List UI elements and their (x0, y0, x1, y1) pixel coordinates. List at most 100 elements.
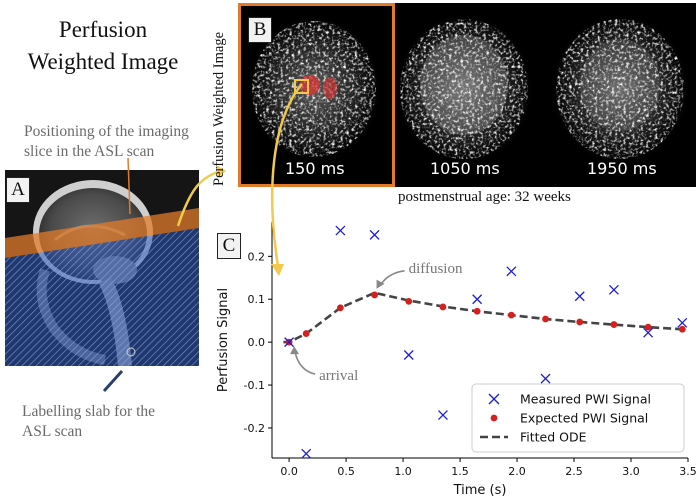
expected-point (439, 303, 447, 311)
pwi-frame-2 (396, 15, 532, 163)
measured-cross-b (301, 448, 312, 459)
panel-a-label: A (6, 177, 30, 203)
age-caption: postmenstrual age: 32 weeks (398, 189, 571, 205)
y-tick-label: 0.0 (248, 336, 266, 349)
arrival-annotation: arrival (319, 368, 358, 384)
slab-note-line-1: Labelling slab for the (22, 403, 155, 420)
expected-point (336, 304, 344, 312)
expected-point (302, 330, 310, 337)
chart-ticks: 0.0 0.5 1.0 1.5 2.0 2.5 3.0 3.5 -0.2 -0.1 0.0 0.1 0.… (244, 250, 697, 478)
measured-cross-b (506, 266, 517, 277)
x-tick-label: 0.5 (337, 465, 355, 478)
measured-cross-b (472, 294, 483, 305)
expected-point (405, 297, 413, 305)
a-to-b-arrow (176, 166, 226, 227)
slab-note: Labelling slab for the ASL scan (22, 402, 155, 442)
measured-point (301, 448, 312, 459)
imaging-slice-band (5, 208, 199, 258)
measured-point (608, 284, 619, 295)
legend-entry: Expected PWI Signal (520, 411, 648, 426)
x-tick-label: 0.0 (280, 465, 298, 478)
measured-point (643, 327, 654, 338)
pwi-axis-label: Perfusion Weighted Image (211, 32, 227, 186)
roi-to-chart-arrow (271, 83, 303, 276)
measured-point (335, 225, 346, 236)
measured-cross-b (403, 350, 414, 360)
perfusion-chart: Time (s) Perfusion Signal 0.0 0.5 1.0 1.5 2.0… (216, 222, 697, 498)
lesion-red-2 (323, 77, 337, 99)
measured-cross-b (643, 327, 654, 338)
measured-cross-b (608, 284, 619, 295)
diffusion-annotation: diffusion (409, 261, 463, 277)
diffusion-arrowhead (376, 279, 385, 289)
y-tick-label: -0.1 (244, 379, 265, 392)
measured-point (472, 294, 483, 305)
measured-cross-b (335, 225, 346, 236)
expected-point (371, 291, 378, 299)
pwi-time-1: 150 ms (285, 159, 345, 178)
measured-point (284, 337, 295, 348)
panel-c-label: C (217, 233, 241, 259)
arrival-arrowhead (290, 346, 300, 355)
slab-note-line-2: ASL scan (22, 423, 83, 440)
chart-legend: Measured PWI Signal Expected PWI Signal Fi… (471, 383, 685, 453)
y-tick-label: 0.1 (248, 293, 266, 306)
measured-point (574, 291, 585, 302)
pwi-time-3: 1950 ms (587, 159, 657, 178)
expected-point (473, 307, 481, 315)
measured-point (677, 317, 688, 328)
x-tick-label: 2.5 (565, 465, 583, 478)
expected-point (610, 321, 618, 328)
figure-title: Perfusion Weighted Image (18, 14, 188, 78)
measured-point (506, 266, 517, 277)
measured-cross-b (369, 229, 380, 240)
expected-point (542, 315, 549, 323)
legend-dot (490, 414, 498, 422)
measured-point (540, 373, 551, 384)
arrival-arrow (294, 351, 316, 375)
slice-pointer (127, 158, 131, 215)
fitted-ode-line (283, 291, 683, 344)
highlight-frame (238, 3, 395, 187)
roi-box (294, 79, 309, 94)
x-tick-label: 2.0 (508, 465, 526, 478)
marker-circle (126, 347, 136, 357)
x-tick-label: 1.0 (394, 465, 412, 478)
chart-marks (283, 225, 688, 459)
x-axis-label: Time (s) (453, 483, 507, 498)
measured-cross-b (540, 373, 551, 384)
pwi-frame-3 (552, 15, 688, 163)
measured-point (437, 410, 448, 421)
mri-sagittal-panel (5, 170, 199, 366)
pwi-time-2: 1050 ms (430, 159, 500, 178)
expected-point (507, 311, 515, 319)
slice-note-line-1: Positioning of the imaging (24, 123, 189, 140)
expected-point (644, 323, 652, 331)
y-tick-label: -0.2 (244, 422, 265, 435)
title-line-2: Weighted Image (27, 49, 179, 74)
expected-point (576, 318, 584, 326)
measured-cross-b (284, 337, 295, 348)
legend-entry: Fitted ODE (520, 430, 587, 445)
diffusion-arrow (379, 270, 405, 286)
slice-positioning-note: Positioning of the imaging slice in the … (24, 122, 189, 162)
legend-box (471, 383, 685, 453)
panel-b-label: B (248, 17, 272, 43)
measured-cross-b (677, 317, 688, 328)
y-axis-label: Perfusion Signal (216, 288, 231, 392)
legend-entry: Measured PWI Signal (520, 392, 651, 407)
chart-annotations: diffusion arrival (290, 261, 463, 384)
y-tick-label: 0.2 (248, 250, 266, 263)
x-tick-label: 1.5 (451, 465, 469, 478)
title-line-1: Perfusion (58, 17, 148, 42)
measured-cross-b (437, 410, 448, 421)
slab-pointer (102, 369, 124, 393)
measured-point (369, 229, 380, 240)
x-tick-label: 3.5 (679, 465, 697, 478)
labelling-slab-hatch (5, 228, 199, 366)
chart-axes: Time (s) Perfusion Signal (216, 222, 688, 498)
expected-point (678, 325, 686, 333)
x-tick-label: 3.0 (622, 465, 640, 478)
slice-note-line-2: slice in the ASL scan (24, 143, 155, 160)
legend-cross-b (488, 393, 500, 405)
